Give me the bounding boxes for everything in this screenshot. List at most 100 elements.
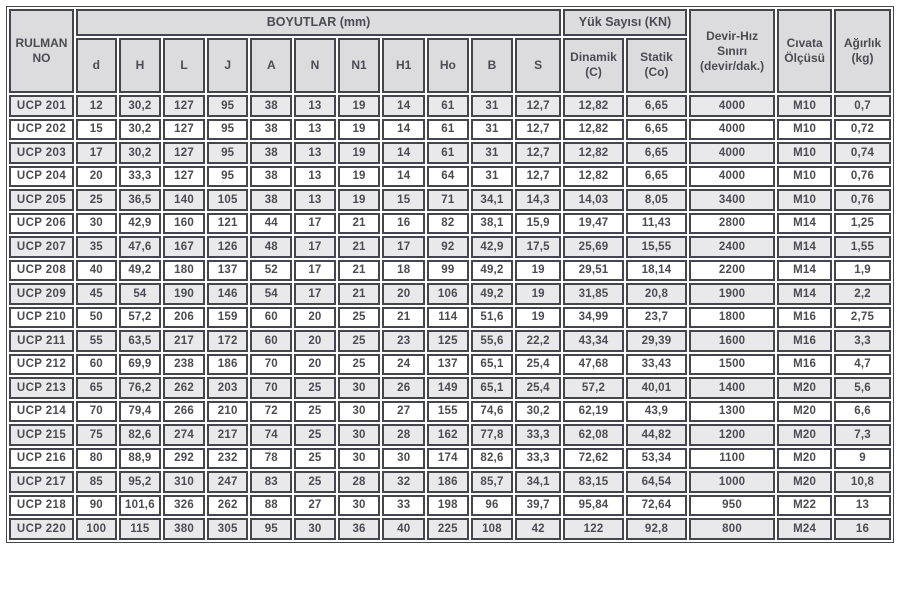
value-cell: 69,9	[118, 353, 162, 375]
value-cell: 65,1	[470, 377, 514, 399]
value-cell: 23	[382, 330, 426, 352]
value-cell: 1,25	[834, 212, 891, 234]
value-cell: 30	[337, 494, 381, 516]
rulman-no-cell: UCP 217	[9, 471, 74, 493]
value-cell: M14	[777, 259, 833, 281]
value-cell: 31	[470, 165, 514, 187]
value-cell: 4000	[688, 142, 776, 164]
value-cell: 127	[163, 118, 205, 140]
value-cell: 14	[382, 165, 426, 187]
header-d: d	[75, 37, 117, 93]
value-cell: 95	[250, 518, 293, 540]
value-cell: 186	[427, 471, 469, 493]
value-cell: 6,6	[834, 400, 891, 422]
value-cell: 17,5	[515, 236, 562, 258]
value-cell: M10	[777, 95, 833, 117]
value-cell: 70	[250, 377, 293, 399]
value-cell: M10	[777, 118, 833, 140]
value-cell: 12,7	[515, 165, 562, 187]
value-cell: 20	[294, 306, 336, 328]
value-cell: 2400	[688, 236, 776, 258]
value-cell: 1,9	[834, 259, 891, 281]
value-cell: 74	[250, 424, 293, 446]
rulman-no-cell: UCP 201	[9, 95, 74, 117]
value-cell: 238	[163, 353, 205, 375]
value-cell: 106	[427, 283, 469, 305]
value-cell: 2200	[688, 259, 776, 281]
value-cell: 40	[75, 259, 117, 281]
value-cell: 42,9	[470, 236, 514, 258]
header-rulman-no: RULMAN NO	[9, 9, 74, 93]
value-cell: 71	[427, 189, 469, 211]
value-cell: 30,2	[118, 95, 162, 117]
value-cell: 15	[75, 118, 117, 140]
value-cell: 174	[427, 447, 469, 469]
value-cell: 2800	[688, 212, 776, 234]
value-cell: 34,99	[563, 306, 624, 328]
value-cell: 6,65	[625, 165, 687, 187]
value-cell: 17	[294, 259, 336, 281]
value-cell: 20	[294, 330, 336, 352]
value-cell: 14	[382, 118, 426, 140]
value-cell: 5,6	[834, 377, 891, 399]
value-cell: 101,6	[118, 494, 162, 516]
value-cell: 47,68	[563, 353, 624, 375]
value-cell: 13	[834, 494, 891, 516]
value-cell: 12,82	[563, 142, 624, 164]
rulman-no-cell: UCP 204	[9, 165, 74, 187]
rulman-no-cell: UCP 202	[9, 118, 74, 140]
value-cell: 262	[206, 494, 249, 516]
value-cell: 18,14	[625, 259, 687, 281]
value-cell: 60	[250, 330, 293, 352]
header-h: H	[118, 37, 162, 93]
header-s: S	[515, 37, 562, 93]
value-cell: 2,75	[834, 306, 891, 328]
value-cell: 25	[294, 447, 336, 469]
value-cell: 27	[382, 400, 426, 422]
rulman-no-cell: UCP 211	[9, 330, 74, 352]
value-cell: 4000	[688, 95, 776, 117]
value-cell: 43,9	[625, 400, 687, 422]
value-cell: 76,2	[118, 377, 162, 399]
value-cell: 17	[294, 212, 336, 234]
value-cell: 186	[206, 353, 249, 375]
value-cell: 14,03	[563, 189, 624, 211]
value-cell: 12,7	[515, 142, 562, 164]
value-cell: 25,69	[563, 236, 624, 258]
table-row: UCP 220 100 115 380 305 95 30 36 40 225 108 42 122 92…	[9, 518, 891, 540]
value-cell: 206	[163, 306, 205, 328]
rulman-no-cell: UCP 207	[9, 236, 74, 258]
value-cell: 31	[470, 95, 514, 117]
value-cell: 82,6	[118, 424, 162, 446]
value-cell: 21	[382, 306, 426, 328]
value-cell: 31,85	[563, 283, 624, 305]
value-cell: 19	[515, 259, 562, 281]
value-cell: 96	[470, 494, 514, 516]
value-cell: 54	[250, 283, 293, 305]
value-cell: 44,82	[625, 424, 687, 446]
value-cell: 38	[250, 95, 293, 117]
value-cell: 1600	[688, 330, 776, 352]
value-cell: 155	[427, 400, 469, 422]
value-cell: 19	[515, 283, 562, 305]
table-row: UCP 202 15 30,2 127 95 38 13 19 14 61 31 12,7 12,82 6…	[9, 118, 891, 140]
table-body: UCP 201 12 30,2 127 95 38 13 19 14 61 31 12,7 12,82 6…	[9, 95, 891, 540]
value-cell: M16	[777, 353, 833, 375]
value-cell: M24	[777, 518, 833, 540]
value-cell: 4000	[688, 118, 776, 140]
value-cell: 12,7	[515, 95, 562, 117]
value-cell: 225	[427, 518, 469, 540]
header-b: B	[470, 37, 514, 93]
value-cell: 20	[382, 283, 426, 305]
value-cell: 42	[515, 518, 562, 540]
value-cell: 0,76	[834, 165, 891, 187]
value-cell: 21	[337, 212, 381, 234]
header-n: N	[294, 37, 336, 93]
value-cell: 55	[75, 330, 117, 352]
value-cell: 95,84	[563, 494, 624, 516]
value-cell: 17	[294, 236, 336, 258]
value-cell: 25	[294, 424, 336, 446]
rulman-no-cell: UCP 208	[9, 259, 74, 281]
value-cell: 10,8	[834, 471, 891, 493]
header-dinamik: Dinamik (C)	[563, 37, 624, 93]
